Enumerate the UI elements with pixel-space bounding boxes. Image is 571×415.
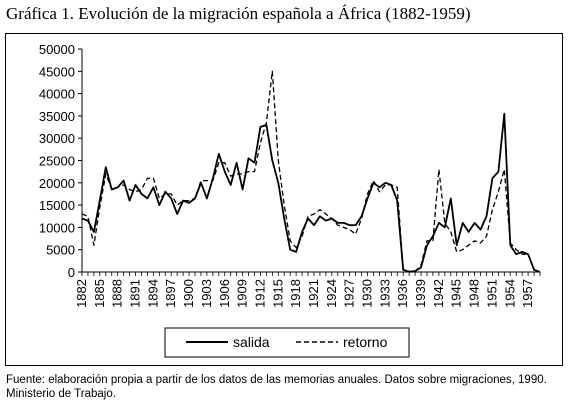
x-tick-label: 1945 — [449, 279, 464, 308]
y-tick-label: 40000 — [39, 87, 75, 102]
x-tick-label: 1915 — [270, 279, 285, 308]
x-tick-label: 1927 — [342, 279, 357, 308]
y-tick-label: 45000 — [39, 64, 75, 79]
x-tick-label: 1894 — [145, 279, 160, 308]
y-tick-label: 5000 — [46, 243, 75, 258]
source-note: Fuente: elaboración propia a partir de l… — [6, 374, 547, 400]
chart-frame — [5, 33, 563, 366]
x-tick-label: 1942 — [431, 279, 446, 308]
x-tick-label: 1939 — [413, 279, 428, 308]
x-tick-label: 1924 — [324, 279, 339, 308]
y-tick-label: 35000 — [39, 109, 75, 124]
x-tick-label: 1948 — [467, 279, 482, 308]
legend-label-salida: salida — [233, 334, 270, 350]
x-tick-label: 1897 — [163, 279, 178, 308]
y-tick-label: 15000 — [39, 198, 75, 213]
x-tick-label: 1882 — [74, 279, 89, 308]
x-tick-label: 1891 — [128, 279, 143, 308]
x-tick-label: 1954 — [502, 279, 517, 308]
x-tick-label: 1936 — [395, 279, 410, 308]
x-tick-label: 1921 — [306, 279, 321, 308]
x-tick-label: 1888 — [110, 279, 125, 308]
x-tick-label: 1912 — [252, 279, 267, 308]
y-tick-label: 20000 — [39, 176, 75, 191]
x-tick-label: 1918 — [288, 279, 303, 308]
axes-layer: 0 5000 10000 15000 20000 25000 30000 35000 40000… — [39, 42, 541, 308]
series-line-salida — [81, 112, 541, 273]
x-tick-label: 1930 — [360, 279, 375, 308]
y-tick-label: 0 — [68, 265, 75, 280]
y-tick-label: 10000 — [39, 220, 75, 235]
x-tick-label: 1900 — [181, 279, 196, 308]
series-layer — [81, 70, 541, 273]
legend-label-retorno: retorno — [343, 334, 388, 350]
x-tick-label: 1906 — [217, 279, 232, 308]
x-tick-label: 1957 — [520, 279, 535, 308]
x-tick-label: 1885 — [92, 279, 107, 308]
x-tick-label: 1951 — [484, 279, 499, 308]
x-tick-label: 1909 — [235, 279, 250, 308]
y-tick-label: 50000 — [39, 42, 75, 57]
legend: salida retorno — [164, 327, 410, 358]
chart-title: Gráfica 1. Evolución de la migración esp… — [6, 4, 471, 23]
x-tick-label: 1933 — [377, 279, 392, 308]
series-line-retorno — [81, 70, 541, 273]
y-tick-label: 30000 — [39, 131, 75, 146]
y-tick-label: 25000 — [39, 154, 75, 169]
x-tick-label: 1903 — [199, 279, 214, 308]
